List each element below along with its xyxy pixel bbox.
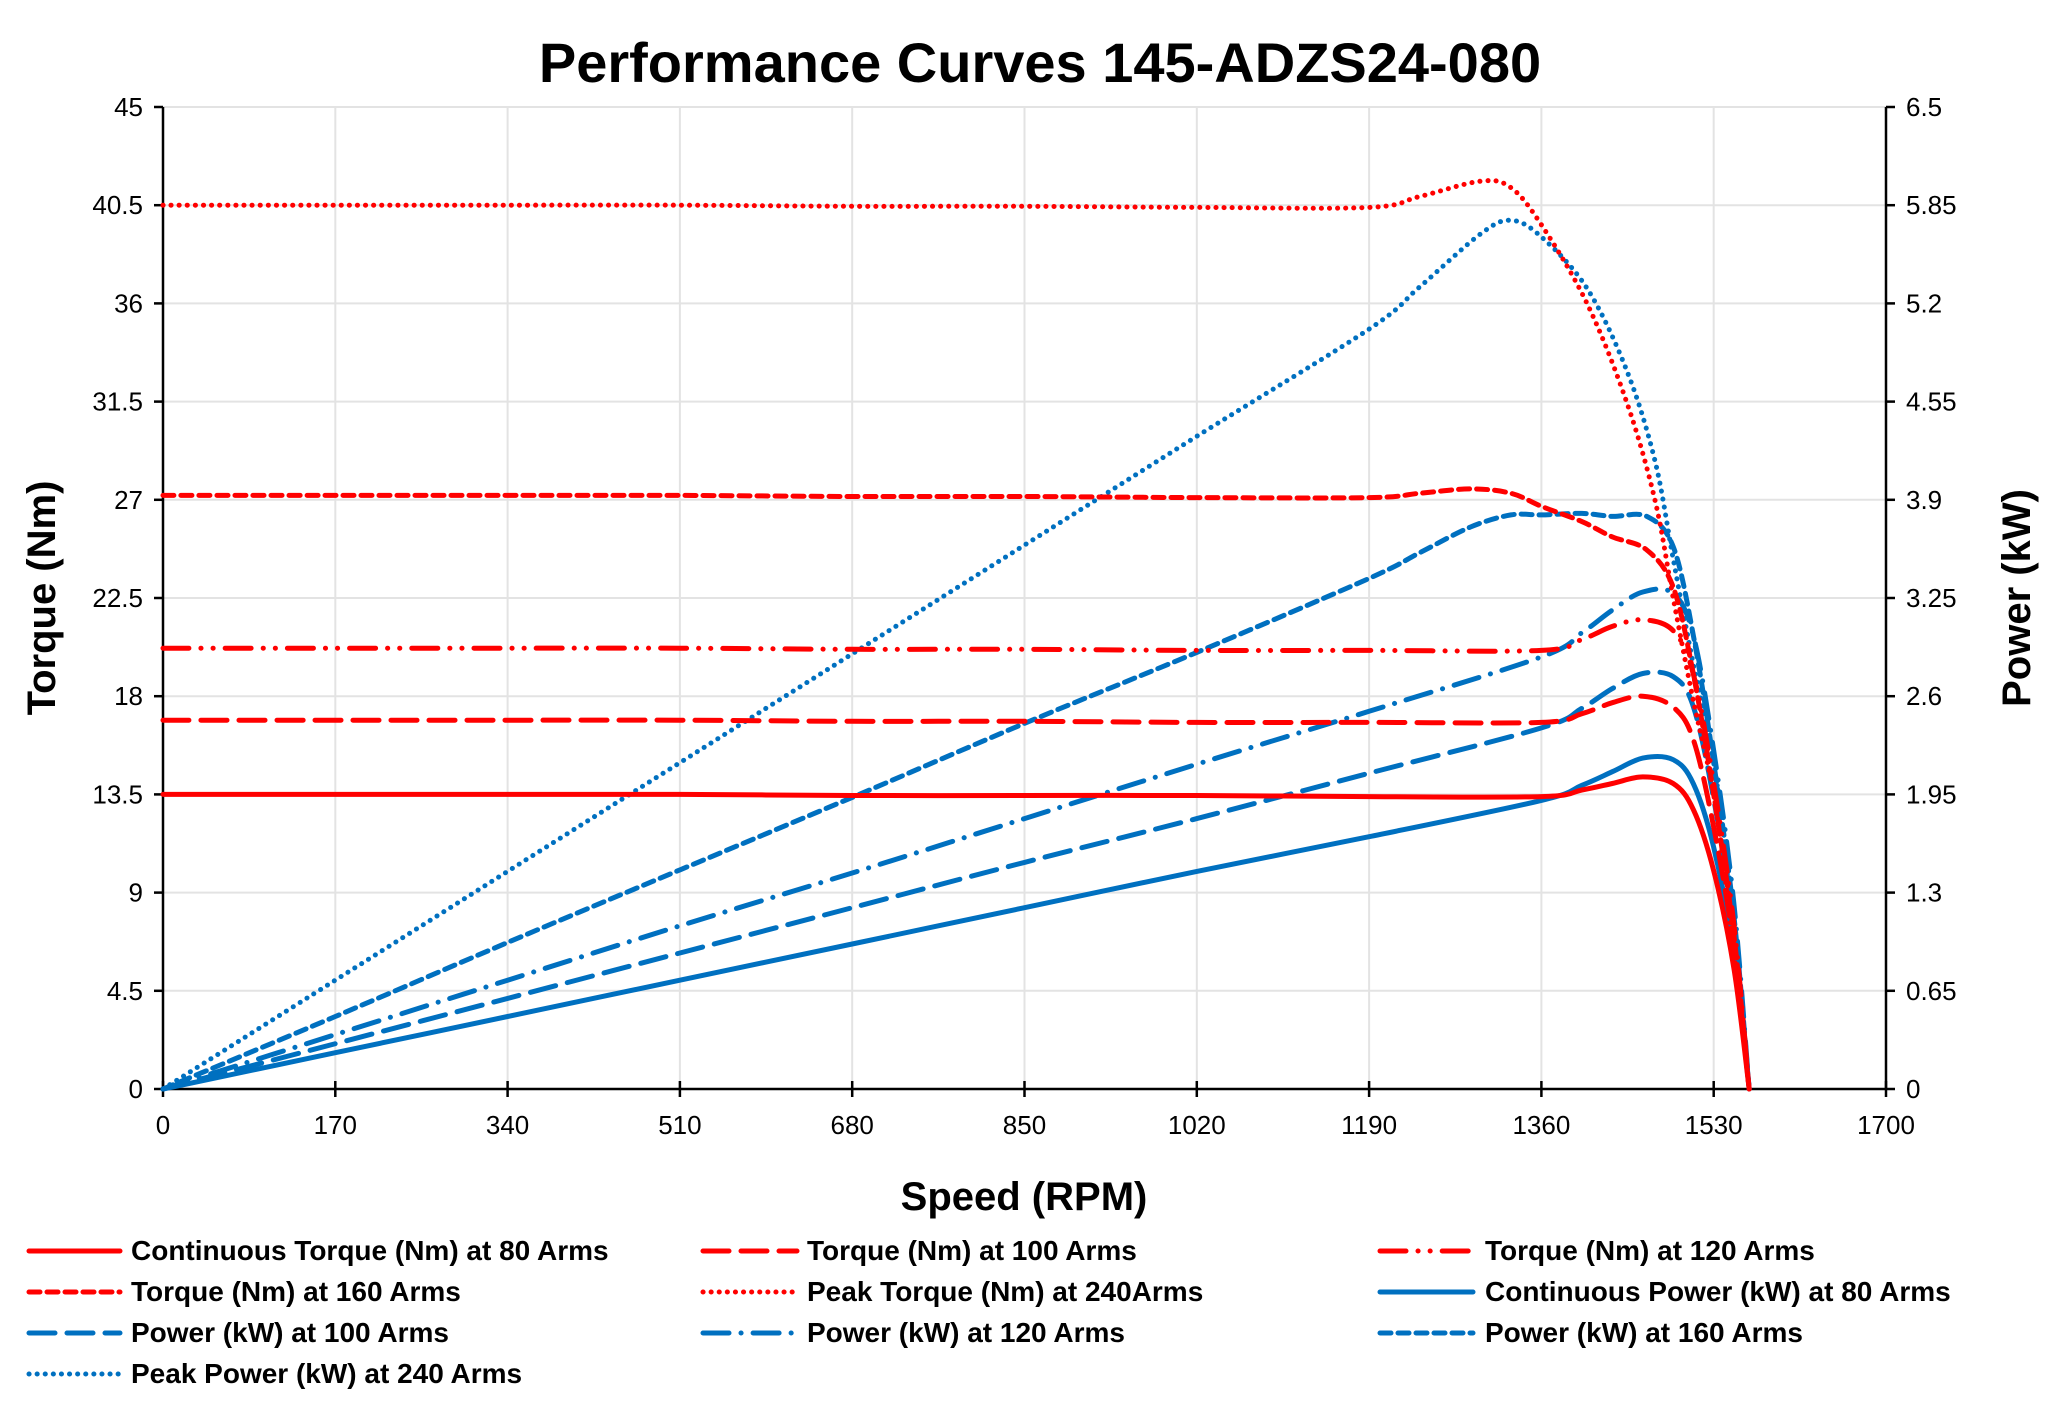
series-line-9 (160, 217, 1752, 1092)
legend: Continuous Torque (Nm) at 80 Arms Torque … (26, 1235, 1951, 1389)
series-line-7 (160, 586, 1752, 1092)
legend-item: Torque (Nm) at 100 Arms (700, 1235, 1137, 1266)
series-line-1 (160, 693, 1752, 1092)
legend-item: Power (kW) at 100 Arms (26, 1317, 449, 1348)
y2-tick-label: 1.95 (1906, 779, 1957, 809)
series-line-3 (160, 486, 1752, 1092)
x-tick-label: 1190 (1341, 1110, 1397, 1140)
x-tick-label: 170 (314, 1110, 357, 1140)
y-tick-label: 13.5 (92, 779, 143, 809)
series-line-8 (160, 510, 1752, 1092)
y2-tick-label: 5.2 (1906, 288, 1942, 318)
legend-label: Torque (Nm) at 120 Arms (1485, 1235, 1815, 1266)
legend-label: Power (kW) at 120 Arms (807, 1317, 1125, 1348)
y2-tick-label: 0.65 (1906, 976, 1957, 1006)
x-tick-label: 1530 (1685, 1110, 1743, 1140)
x-tick-label: 850 (1003, 1110, 1046, 1140)
y2-tick-label: 0 (1906, 1074, 1920, 1104)
y2-tick-label: 6.5 (1906, 92, 1942, 122)
series-lines (160, 178, 1752, 1092)
x-tick-label: 0 (156, 1110, 170, 1140)
x-tick-label: 1700 (1857, 1110, 1915, 1140)
x-tick-label: 510 (658, 1110, 701, 1140)
x-tick-label: 1360 (1512, 1110, 1570, 1140)
legend-item: Power (kW) at 120 Arms (700, 1317, 1125, 1348)
y-tick-label: 40.5 (92, 190, 143, 220)
series-line-4 (160, 178, 1752, 1092)
legend-label: Power (kW) at 160 Arms (1485, 1317, 1803, 1348)
y2-tick-label: 5.85 (1906, 190, 1957, 220)
legend-item: Torque (Nm) at 120 Arms (1377, 1235, 1815, 1266)
legend-label: Continuous Torque (Nm) at 80 Arms (131, 1235, 609, 1266)
legend-item: Power (kW) at 160 Arms (1377, 1317, 1803, 1348)
x-axis-title: Speed (RPM) (901, 1175, 1148, 1219)
y-tick-label: 18 (114, 681, 143, 711)
legend-label: Peak Torque (Nm) at 240Arms (807, 1276, 1203, 1307)
series-line-0 (160, 774, 1752, 1092)
series-line-6 (160, 669, 1752, 1092)
y-tick-label: 27 (114, 485, 143, 515)
chart-title: Performance Curves 145-ADZS24-080 (539, 31, 1541, 94)
y2-tick-label: 1.3 (1906, 878, 1942, 908)
x-tick-label: 1020 (1168, 1110, 1226, 1140)
x-tick-label: 340 (486, 1110, 529, 1140)
legend-label: Power (kW) at 100 Arms (131, 1317, 449, 1348)
y-tick-label: 4.5 (107, 976, 143, 1006)
y2-tick-label: 4.55 (1906, 387, 1957, 417)
y2-axis-title: Power (kW) (1995, 489, 2039, 707)
y-axis-title: Torque (Nm) (20, 481, 64, 716)
y-tick-label: 22.5 (92, 583, 143, 613)
y-tick-label: 9 (129, 878, 143, 908)
legend-label: Torque (Nm) at 100 Arms (807, 1235, 1137, 1266)
legend-item: Peak Power (kW) at 240 Arms (26, 1358, 522, 1389)
gridlines (163, 106, 1886, 1089)
y2-tick-label: 3.25 (1906, 583, 1957, 613)
y-tick-label: 45 (114, 92, 143, 122)
series-line-2 (160, 617, 1752, 1092)
series-line-5 (160, 754, 1752, 1092)
legend-label: Torque (Nm) at 160 Arms (131, 1276, 461, 1307)
y-tick-label: 0 (129, 1074, 143, 1104)
y2-tick-label: 3.9 (1906, 485, 1942, 515)
legend-item: Continuous Torque (Nm) at 80 Arms (26, 1235, 609, 1266)
y-tick-label: 31.5 (92, 387, 143, 417)
legend-label: Continuous Power (kW) at 80 Arms (1485, 1276, 1951, 1307)
legend-item: Torque (Nm) at 160 Arms (26, 1276, 461, 1307)
y2-tick-label: 2.6 (1906, 681, 1942, 711)
y-tick-label: 36 (114, 288, 143, 318)
legend-item: Peak Torque (Nm) at 240Arms (700, 1276, 1203, 1307)
legend-item: Continuous Power (kW) at 80 Arms (1377, 1276, 1951, 1307)
legend-label: Peak Power (kW) at 240 Arms (131, 1358, 522, 1389)
x-tick-label: 680 (831, 1110, 874, 1140)
